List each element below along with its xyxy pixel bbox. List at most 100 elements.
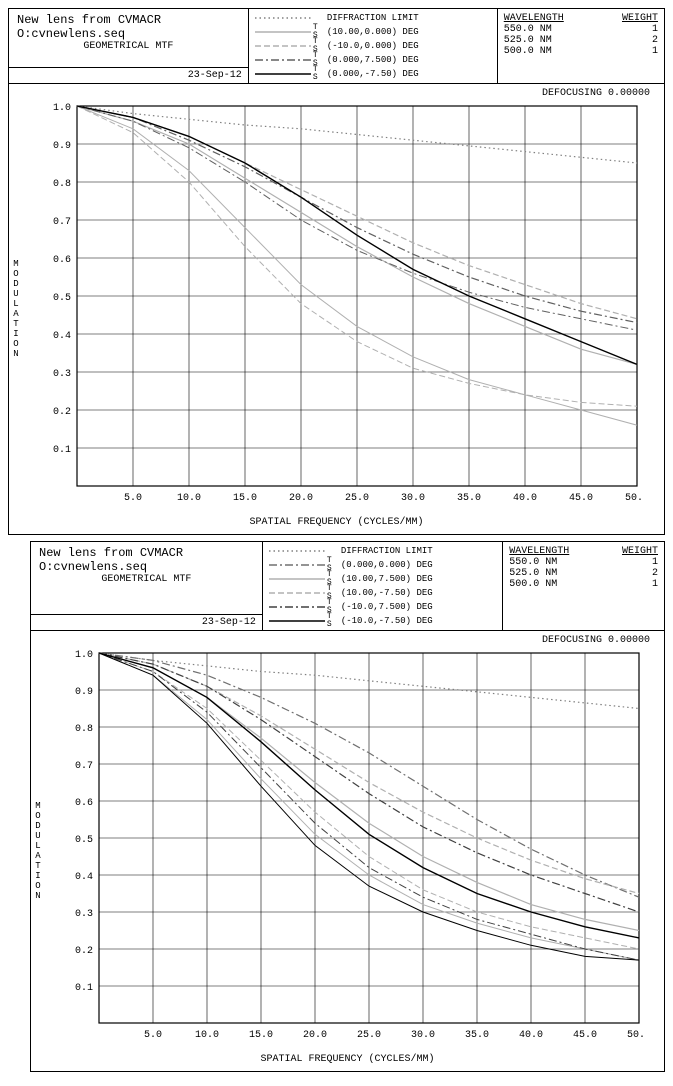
legend-marker: TS <box>327 613 337 629</box>
legend-box: DIFFRACTION LIMITTS(10.00,0.000) DEGTS(-… <box>249 9 498 83</box>
legend-label: (0.000,7.500) DEG <box>327 55 419 65</box>
svg-text:0.2: 0.2 <box>53 407 71 418</box>
svg-text:0.9: 0.9 <box>75 687 93 698</box>
legend-row: TS(0.000,0.000) DEG <box>267 558 498 572</box>
mtf-chart: 5.0 10.0 15.0 20.0 25.0 30.0 35.0 40.0 45.0 50.0 0… <box>65 639 645 1043</box>
mtf-panel: New lens from CVMACRO:cvnewlens.seqGEOME… <box>8 8 665 535</box>
svg-text:0.7: 0.7 <box>75 761 93 772</box>
panel-header: New lens from CVMACRO:cvnewlens.seqGEOME… <box>9 9 664 84</box>
legend-box: DIFFRACTION LIMITTS(0.000,0.000) DEGTS(1… <box>263 542 503 630</box>
wavelength-row: 550.0 NM1 <box>504 24 658 35</box>
plot-area: DEFOCUSING 0.00000 MODULATION SPATIAL FREQ… <box>31 631 664 1071</box>
legend-label: (-10.0,-7.50) DEG <box>341 616 433 626</box>
svg-text:0.1: 0.1 <box>75 983 93 994</box>
title-line-2: O:cvnewlens.seq <box>39 560 254 574</box>
svg-text:0.5: 0.5 <box>75 835 93 846</box>
legend-row: TS(10.00,0.000) DEG <box>253 25 493 39</box>
plot-area: DEFOCUSING 0.00000MODULATIONSPATIAL FREQ… <box>9 84 664 534</box>
legend-label: (-10.0,0.000) DEG <box>327 41 419 51</box>
plot-date: 23-Sep-12 <box>9 67 248 81</box>
weight-header: WEIGHT <box>622 13 658 24</box>
svg-text:35.0: 35.0 <box>457 493 481 504</box>
svg-text:40.0: 40.0 <box>519 1030 543 1041</box>
svg-text:50.0: 50.0 <box>627 1030 645 1041</box>
svg-text:35.0: 35.0 <box>465 1030 489 1041</box>
legend-row: TS(-10.0,7.500) DEG <box>267 600 498 614</box>
svg-text:5.0: 5.0 <box>124 493 142 504</box>
svg-text:0.4: 0.4 <box>53 331 71 342</box>
defocus-label: DEFOCUSING 0.00000 <box>542 88 650 99</box>
legend-marker: TS <box>313 66 323 82</box>
title-line-1: New lens from CVMACR <box>39 546 254 560</box>
legend-label: (-10.0,7.500) DEG <box>341 602 433 612</box>
y-axis-label: MODULATION <box>33 801 43 901</box>
svg-text:50.0: 50.0 <box>625 493 643 504</box>
wavelength-row: 500.0 NM1 <box>509 579 658 590</box>
legend-row: TS(10.00,-7.50) DEG <box>267 586 498 600</box>
legend-label: (10.00,7.500) DEG <box>341 574 433 584</box>
svg-text:0.9: 0.9 <box>53 141 71 152</box>
x-axis-label: SPATIAL FREQUENCY (CYCLES/MM) <box>31 1054 664 1065</box>
legend-row: TS (0.000,-7.50) DEG <box>253 67 493 81</box>
legend-row: TS(0.000,7.500) DEG <box>253 53 493 67</box>
svg-text:30.0: 30.0 <box>411 1030 435 1041</box>
svg-text:40.0: 40.0 <box>513 493 537 504</box>
svg-text:0.8: 0.8 <box>53 179 71 190</box>
svg-text:15.0: 15.0 <box>249 1030 273 1041</box>
legend-row: TS (-10.0,-7.50) DEG <box>267 614 498 628</box>
svg-text:0.8: 0.8 <box>75 724 93 735</box>
svg-text:0.4: 0.4 <box>75 872 93 883</box>
legend-row: TS(10.00,7.500) DEG <box>267 572 498 586</box>
svg-text:45.0: 45.0 <box>569 493 593 504</box>
svg-text:15.0: 15.0 <box>233 493 257 504</box>
wavelength-row: 525.0 NM2 <box>504 35 658 46</box>
x-axis-label: SPATIAL FREQUENCY (CYCLES/MM) <box>9 517 664 528</box>
wavelength-box: WAVELENGTHWEIGHT550.0 NM1525.0 NM2500.0 … <box>498 9 664 83</box>
svg-text:5.0: 5.0 <box>144 1030 162 1041</box>
svg-text:20.0: 20.0 <box>303 1030 327 1041</box>
svg-text:0.3: 0.3 <box>53 369 71 380</box>
title-line-2: O:cvnewlens.seq <box>17 27 240 41</box>
legend-label: (0.000,0.000) DEG <box>341 560 433 570</box>
legend-row: DIFFRACTION LIMIT <box>267 544 498 558</box>
legend-label: (10.00,0.000) DEG <box>327 27 419 37</box>
wavelength-header: WAVELENGTH <box>504 13 564 24</box>
svg-text:0.7: 0.7 <box>53 217 71 228</box>
mtf-panel: New lens from CVMACRO:cvnewlens.seqGEOME… <box>30 541 665 1072</box>
wavelength-row: 525.0 NM2 <box>509 568 658 579</box>
svg-text:10.0: 10.0 <box>195 1030 219 1041</box>
svg-text:0.5: 0.5 <box>53 293 71 304</box>
title-line-3: GEOMETRICAL MTF <box>39 574 254 585</box>
defocus-label: DEFOCUSING 0.00000 <box>542 635 650 646</box>
wavelength-box: WAVELENGTH WEIGHT550.0 NM1525.0 NM2500.0 … <box>503 542 664 630</box>
title-line-3: GEOMETRICAL MTF <box>17 41 240 52</box>
legend-label: DIFFRACTION LIMIT <box>341 546 433 556</box>
legend-label: (0.000,-7.50) DEG <box>327 69 419 79</box>
legend-row: DIFFRACTION LIMIT <box>253 11 493 25</box>
svg-text:1.0: 1.0 <box>53 103 71 114</box>
title-box: New lens from CVMACRO:cvnewlens.seqGEOME… <box>31 542 263 630</box>
legend-label: DIFFRACTION LIMIT <box>327 13 419 23</box>
svg-text:0.2: 0.2 <box>75 946 93 957</box>
svg-text:30.0: 30.0 <box>401 493 425 504</box>
legend-row: TS(-10.0,0.000) DEG <box>253 39 493 53</box>
svg-text:0.6: 0.6 <box>75 798 93 809</box>
svg-text:0.1: 0.1 <box>53 445 71 456</box>
panel-header: New lens from CVMACRO:cvnewlens.seqGEOME… <box>31 542 664 631</box>
svg-text:1.0: 1.0 <box>75 650 93 661</box>
svg-text:25.0: 25.0 <box>345 493 369 504</box>
svg-text:20.0: 20.0 <box>289 493 313 504</box>
wavelength-row: 550.0 NM1 <box>509 557 658 568</box>
svg-text:25.0: 25.0 <box>357 1030 381 1041</box>
mtf-chart: 5.0 10.0 15.0 20.0 25.0 30.0 35.0 40.0 45.0 50.0 0… <box>43 92 643 506</box>
title-box: New lens from CVMACRO:cvnewlens.seqGEOME… <box>9 9 249 83</box>
weight-header: WEIGHT <box>622 546 658 557</box>
plot-date: 23-Sep-12 <box>31 614 262 628</box>
svg-text:10.0: 10.0 <box>177 493 201 504</box>
title-line-1: New lens from CVMACR <box>17 13 240 27</box>
svg-text:45.0: 45.0 <box>573 1030 597 1041</box>
legend-label: (10.00,-7.50) DEG <box>341 588 433 598</box>
wavelength-header: WAVELENGTH <box>509 546 569 557</box>
svg-text:0.6: 0.6 <box>53 255 71 266</box>
svg-text:0.3: 0.3 <box>75 909 93 920</box>
